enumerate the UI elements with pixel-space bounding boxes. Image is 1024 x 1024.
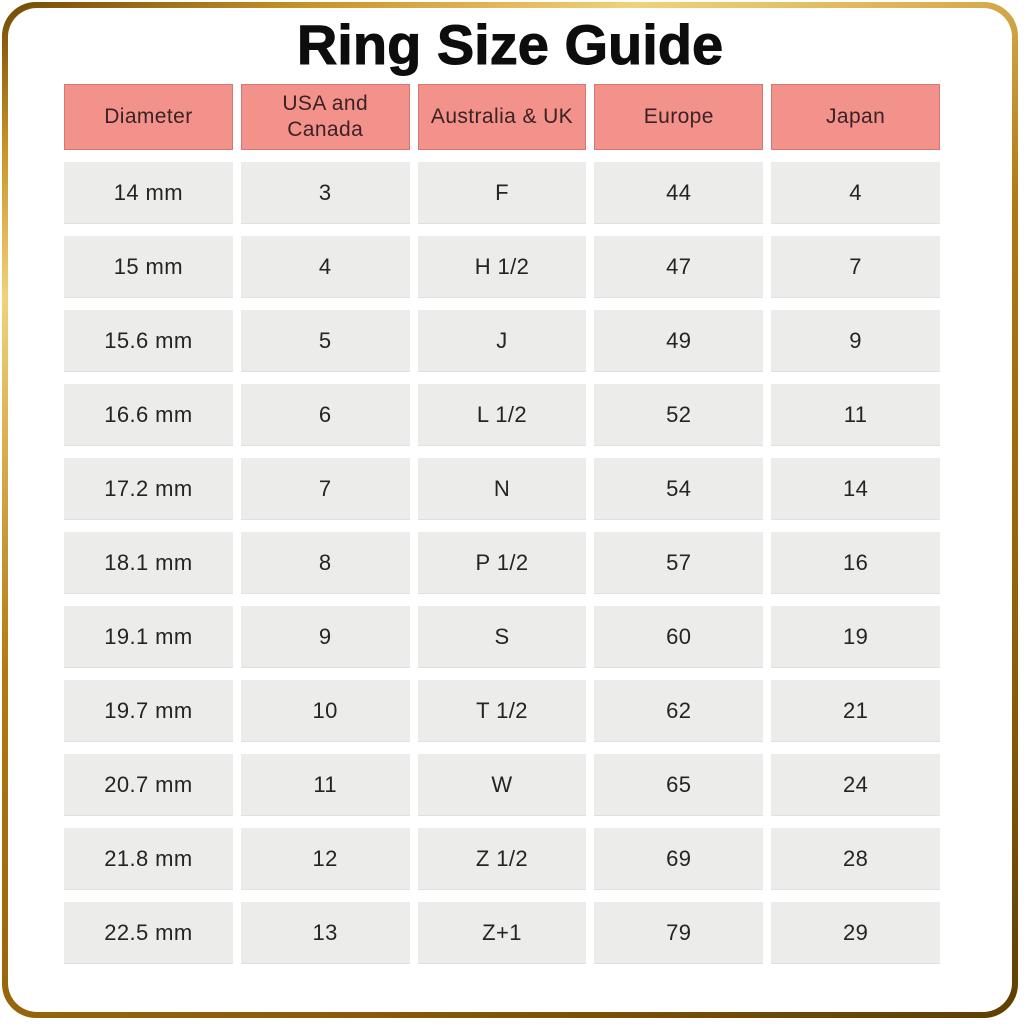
cell-japan: 9 — [771, 310, 940, 372]
cell-australia-uk: F — [417, 162, 587, 224]
header-cell-australia-uk: Australia & UK — [417, 84, 587, 150]
cell-usa-canada: 5 — [240, 310, 410, 372]
cell-diameter: 19.7 mm — [64, 680, 233, 742]
cell-japan: 11 — [771, 384, 940, 446]
cell-europe: 60 — [594, 606, 764, 668]
cell-usa-canada: 8 — [240, 532, 410, 594]
cell-europe: 62 — [594, 680, 764, 742]
cell-australia-uk: N — [417, 458, 587, 520]
cell-japan: 4 — [771, 162, 940, 224]
cell-japan: 14 — [771, 458, 940, 520]
cell-australia-uk: J — [417, 310, 587, 372]
cell-japan: 7 — [771, 236, 940, 298]
cell-japan: 29 — [771, 902, 940, 964]
cell-europe: 57 — [594, 532, 764, 594]
cell-australia-uk: T 1/2 — [417, 680, 587, 742]
cell-usa-canada: 4 — [240, 236, 410, 298]
page-background: Ring Size Guide Diameter USA and Canada Au… — [8, 8, 1012, 1012]
cell-europe: 54 — [594, 458, 764, 520]
cell-europe: 44 — [594, 162, 764, 224]
cell-australia-uk: H 1/2 — [417, 236, 587, 298]
ring-size-table: Diameter USA and Canada Australia & UK Euro… — [64, 84, 940, 964]
cell-japan: 24 — [771, 754, 940, 816]
header-cell-europe: Europe — [594, 84, 764, 150]
cell-diameter: 15.6 mm — [64, 310, 233, 372]
cell-japan: 16 — [771, 532, 940, 594]
cell-diameter: 17.2 mm — [64, 458, 233, 520]
cell-japan: 28 — [771, 828, 940, 890]
cell-usa-canada: 12 — [240, 828, 410, 890]
cell-usa-canada: 11 — [240, 754, 410, 816]
cell-usa-canada: 3 — [240, 162, 410, 224]
cell-europe: 65 — [594, 754, 764, 816]
cell-japan: 19 — [771, 606, 940, 668]
page-title: Ring Size Guide — [296, 13, 724, 77]
cell-europe: 69 — [594, 828, 764, 890]
cell-australia-uk: S — [417, 606, 587, 668]
cell-australia-uk: W — [417, 754, 587, 816]
header-cell-japan: Japan — [771, 84, 940, 150]
cell-diameter: 21.8 mm — [64, 828, 233, 890]
cell-diameter: 16.6 mm — [64, 384, 233, 446]
header-cell-diameter: Diameter — [64, 84, 233, 150]
cell-usa-canada: 13 — [240, 902, 410, 964]
cell-europe: 47 — [594, 236, 764, 298]
cell-australia-uk: Z 1/2 — [417, 828, 587, 890]
cell-japan: 21 — [771, 680, 940, 742]
cell-europe: 49 — [594, 310, 764, 372]
cell-usa-canada: 6 — [240, 384, 410, 446]
cell-diameter: 15 mm — [64, 236, 233, 298]
cell-usa-canada: 9 — [240, 606, 410, 668]
cell-usa-canada: 7 — [240, 458, 410, 520]
cell-australia-uk: L 1/2 — [417, 384, 587, 446]
cell-diameter: 19.1 mm — [64, 606, 233, 668]
cell-australia-uk: Z+1 — [417, 902, 587, 964]
cell-diameter: 14 mm — [64, 162, 233, 224]
cell-australia-uk: P 1/2 — [417, 532, 587, 594]
cell-usa-canada: 10 — [240, 680, 410, 742]
cell-europe: 52 — [594, 384, 764, 446]
cell-diameter: 20.7 mm — [64, 754, 233, 816]
cell-diameter: 22.5 mm — [64, 902, 233, 964]
cell-europe: 79 — [594, 902, 764, 964]
cell-diameter: 18.1 mm — [64, 532, 233, 594]
header-cell-usa-canada: USA and Canada — [240, 84, 410, 150]
